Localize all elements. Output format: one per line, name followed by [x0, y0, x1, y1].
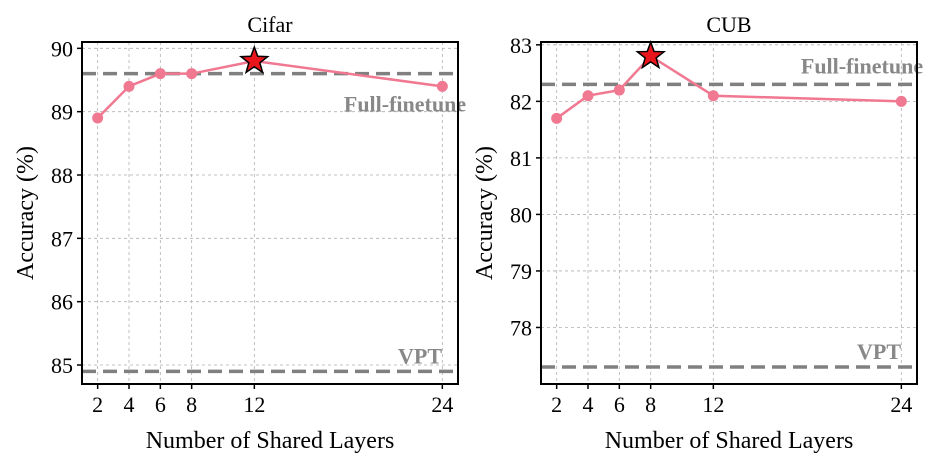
y-tick-label: 81: [510, 146, 532, 171]
chart-title: Cifar: [247, 12, 293, 37]
y-tick-label: 80: [510, 202, 532, 227]
x-tick-label: 12: [702, 392, 724, 417]
data-point: [436, 80, 448, 92]
data-point: [582, 90, 594, 102]
data-point: [613, 84, 625, 96]
plot-frame: [540, 41, 918, 385]
x-tick-label: 2: [92, 392, 103, 417]
y-tick-label: 90: [51, 36, 73, 61]
x-tick-label: 24: [431, 392, 453, 417]
reference-label: VPT: [398, 343, 442, 368]
plot-frame: [81, 41, 459, 385]
x-tick-label: 8: [186, 392, 197, 417]
data-point: [92, 112, 104, 124]
x-tick-label: 8: [645, 392, 656, 417]
x-tick-label: 2: [551, 392, 562, 417]
data-point: [551, 112, 563, 124]
series-line: [555, 54, 902, 120]
reference-label: Full-finetune: [801, 53, 923, 78]
series-line: [96, 59, 443, 119]
y-axis-label: Accuracy (%): [13, 146, 39, 280]
y-tick-label: 79: [510, 259, 532, 284]
x-tick-label: 6: [614, 392, 625, 417]
x-axis-label: Number of Shared Layers: [146, 428, 395, 454]
x-axis-label: Number of Shared Layers: [605, 428, 854, 454]
y-tick-label: 89: [51, 100, 73, 125]
reference-label: VPT: [857, 339, 901, 364]
y-axis-label: Accuracy (%): [472, 146, 498, 280]
data-point: [186, 68, 198, 80]
data-point: [895, 95, 907, 107]
reference-label: Full-finetune: [344, 92, 466, 117]
best-point-star-icon: [238, 44, 270, 75]
x-tick-label: 4: [124, 392, 135, 417]
data-point: [123, 80, 135, 92]
y-tick-label: 82: [510, 89, 532, 114]
y-tick-label: 85: [51, 353, 73, 378]
best-point-star-icon: [635, 39, 667, 70]
data-point: [154, 68, 166, 80]
y-tick-label: 86: [51, 290, 73, 315]
x-tick-label: 4: [583, 392, 594, 417]
y-tick-label: 78: [510, 315, 532, 340]
y-tick-label: 88: [51, 163, 73, 188]
data-point: [707, 90, 719, 102]
x-tick-label: 6: [155, 392, 166, 417]
y-tick-label: 83: [510, 33, 532, 58]
x-tick-label: 12: [243, 392, 265, 417]
x-tick-label: 24: [890, 392, 912, 417]
chart-title: CUB: [706, 12, 751, 37]
y-tick-label: 87: [51, 226, 73, 251]
